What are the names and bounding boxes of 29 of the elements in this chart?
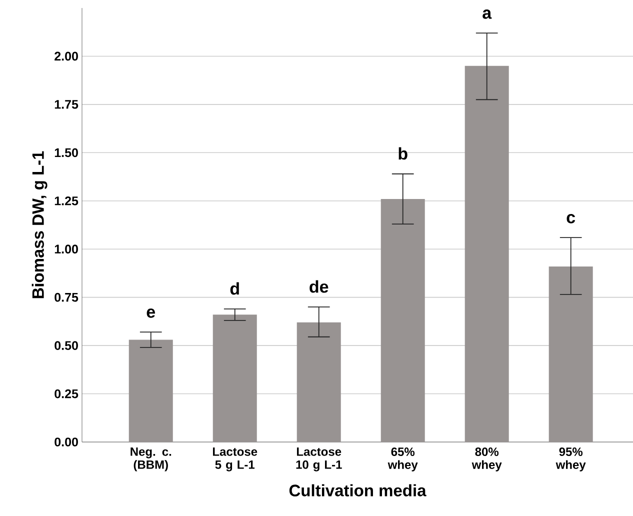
- x-tick-label: 95% whey: [556, 448, 586, 472]
- y-tick-label: 0.75: [54, 292, 78, 302]
- y-tick-label: 1.25: [54, 196, 78, 206]
- annotation: de: [310, 280, 328, 293]
- annotation: c: [566, 214, 576, 224]
- bar: [464, 66, 509, 442]
- annotation: e: [146, 308, 156, 318]
- bar: [212, 314, 257, 442]
- x-tick-label: 65% whey: [388, 448, 418, 472]
- y-tick-label: 1.75: [54, 100, 78, 109]
- y-tick-label: 0.25: [54, 389, 78, 398]
- x-axis-title: Cultivation media: [289, 484, 426, 496]
- bar: [296, 322, 341, 442]
- bar: [128, 340, 173, 442]
- y-tick-label: 1.50: [54, 148, 78, 158]
- y-tick-label: 1.00: [54, 244, 78, 254]
- y-tick-label: 0.00: [54, 438, 78, 446]
- x-tick-label: Neg. c. (BBM): [130, 448, 172, 472]
- y-tick-label: 2.00: [54, 52, 78, 61]
- x-tick-label: 80% whey: [472, 448, 502, 472]
- annotation: d: [230, 282, 239, 295]
- bar: [548, 266, 593, 442]
- annotation: a: [482, 10, 492, 19]
- annotation: b: [398, 147, 408, 160]
- x-tick-label: Lactose 5 g L-1: [213, 448, 258, 472]
- y-axis-title: Biomass DW, g L-1: [32, 151, 48, 298]
- x-tick-label: Lactose 10 g L-1: [296, 448, 342, 472]
- y-tick-label: 0.50: [54, 341, 78, 350]
- bar: [380, 198, 425, 442]
